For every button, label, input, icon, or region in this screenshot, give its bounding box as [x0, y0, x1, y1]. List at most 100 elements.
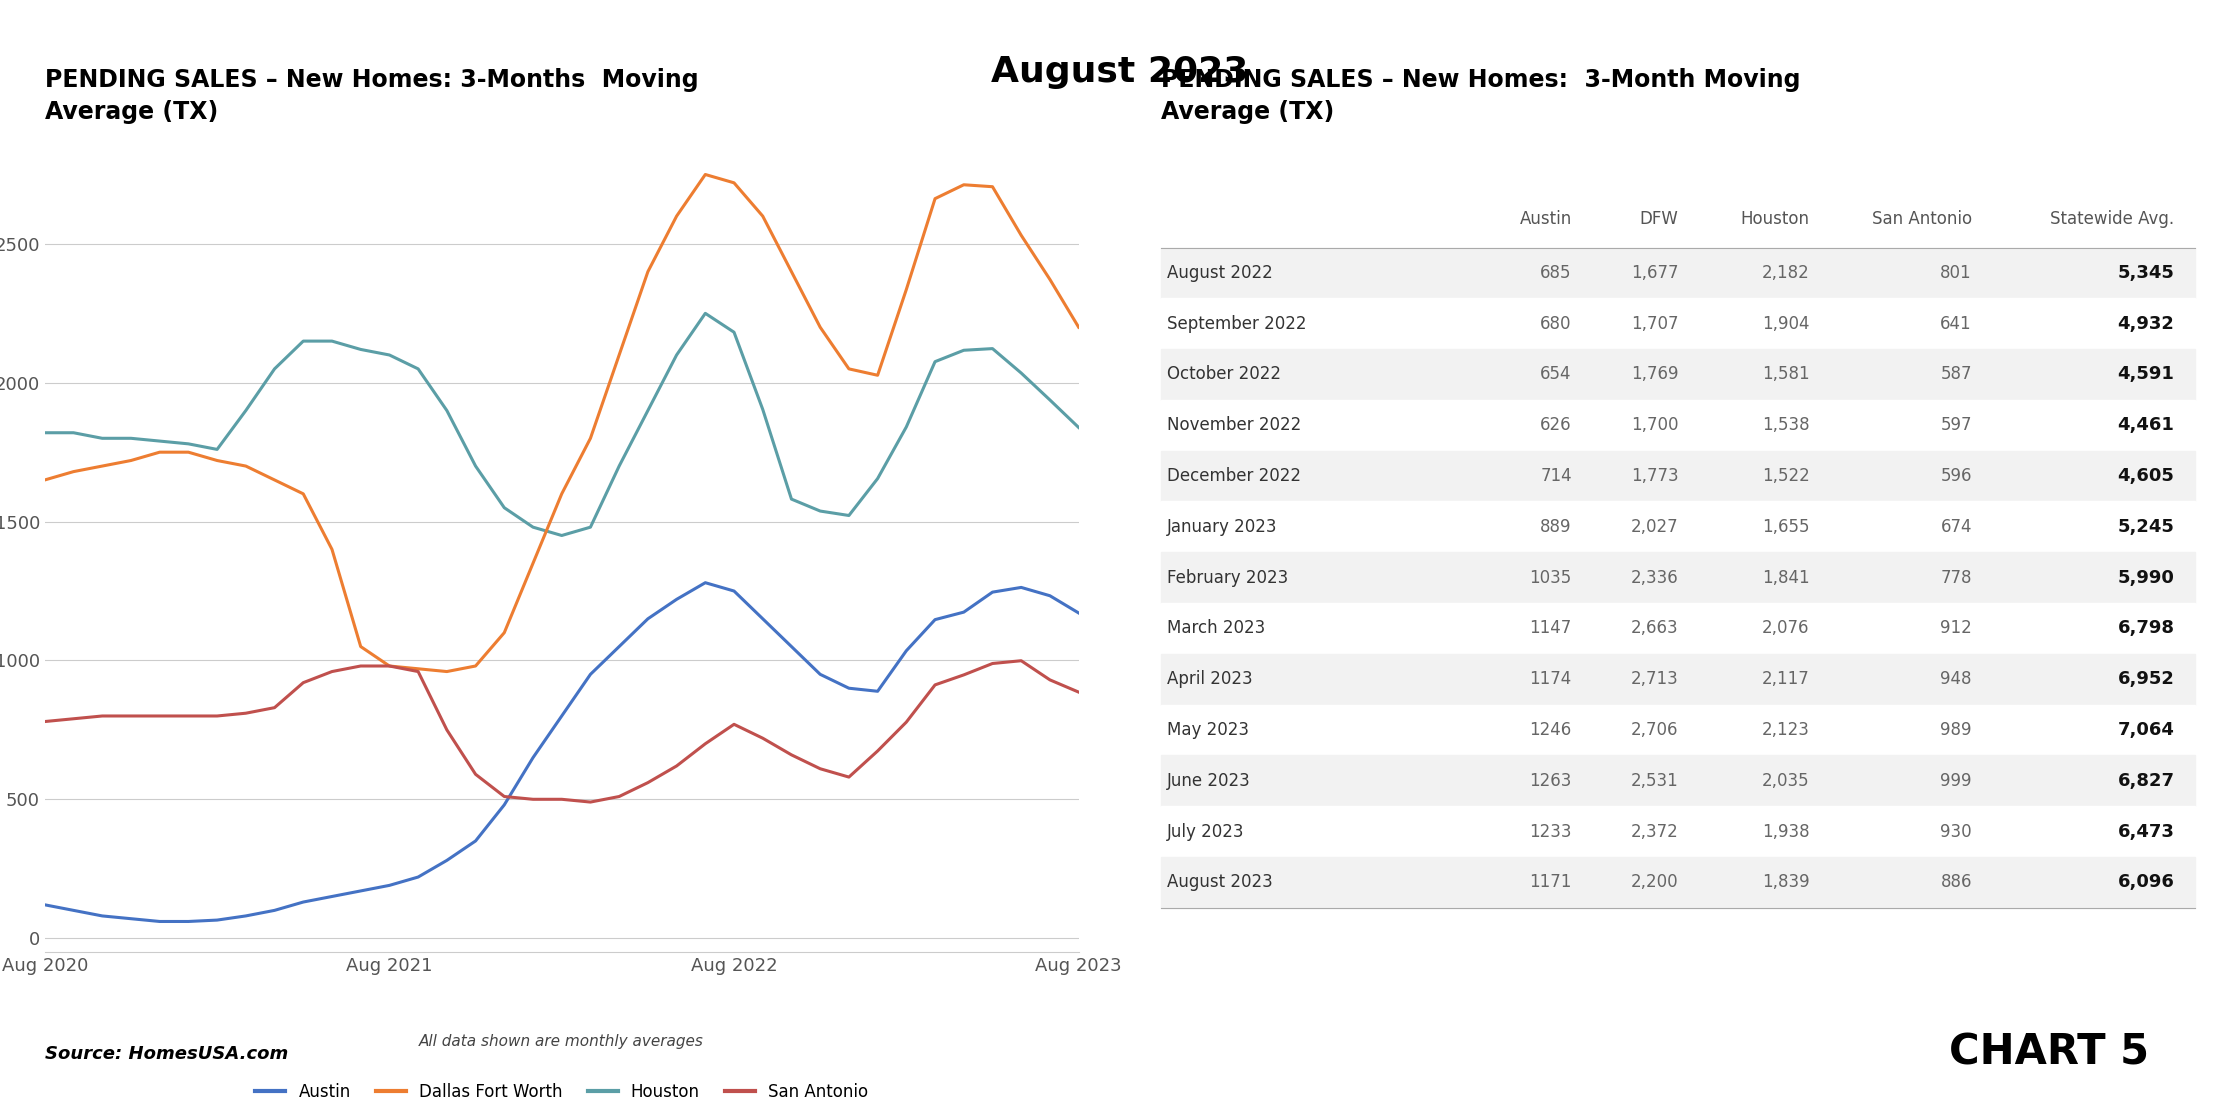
- Text: April 2023: April 2023: [1167, 670, 1252, 689]
- Text: 1,769: 1,769: [1631, 365, 1678, 383]
- FancyBboxPatch shape: [1160, 501, 2195, 552]
- Text: 1,841: 1,841: [1763, 569, 1810, 587]
- Text: 5,990: 5,990: [2117, 569, 2175, 587]
- Text: 1,839: 1,839: [1763, 873, 1810, 891]
- Text: 5,345: 5,345: [2117, 263, 2175, 282]
- Text: 1,773: 1,773: [1631, 467, 1678, 485]
- Text: PENDING SALES – New Homes:  3-Month Moving
Average (TX): PENDING SALES – New Homes: 3-Month Movin…: [1160, 69, 1801, 124]
- Text: 596: 596: [1940, 467, 1971, 485]
- Text: July 2023: July 2023: [1167, 823, 1243, 840]
- Text: 674: 674: [1940, 518, 1971, 536]
- FancyBboxPatch shape: [1160, 654, 2195, 705]
- Text: 4,461: 4,461: [2117, 416, 2175, 434]
- Text: 1,522: 1,522: [1763, 467, 1810, 485]
- FancyBboxPatch shape: [1160, 603, 2195, 654]
- Text: 1035: 1035: [1530, 569, 1572, 587]
- Text: Austin: Austin: [1519, 210, 1572, 228]
- Text: 597: 597: [1940, 416, 1971, 434]
- Text: 654: 654: [1541, 365, 1572, 383]
- Text: 2,663: 2,663: [1631, 620, 1678, 638]
- FancyBboxPatch shape: [1160, 400, 2195, 451]
- Text: 6,798: 6,798: [2117, 620, 2175, 638]
- FancyBboxPatch shape: [1160, 857, 2195, 908]
- Text: 912: 912: [1940, 620, 1971, 638]
- Text: 2,076: 2,076: [1763, 620, 1810, 638]
- Text: 1171: 1171: [1530, 873, 1572, 891]
- Text: Statewide Avg.: Statewide Avg.: [2050, 210, 2175, 228]
- Text: 1,538: 1,538: [1763, 416, 1810, 434]
- Text: 5,245: 5,245: [2117, 518, 2175, 536]
- Legend: Austin, Dallas Fort Worth, Houston, San Antonio: Austin, Dallas Fort Worth, Houston, San …: [249, 1076, 876, 1107]
- Text: November 2022: November 2022: [1167, 416, 1301, 434]
- Text: 2,336: 2,336: [1631, 569, 1678, 587]
- Text: All data shown are monthly averages: All data shown are monthly averages: [419, 1034, 703, 1049]
- Text: January 2023: January 2023: [1167, 518, 1277, 536]
- Text: 714: 714: [1541, 467, 1572, 485]
- FancyBboxPatch shape: [1160, 806, 2195, 857]
- Text: 948: 948: [1940, 670, 1971, 689]
- FancyBboxPatch shape: [1160, 552, 2195, 603]
- Text: San Antonio: San Antonio: [1873, 210, 1971, 228]
- Text: 1147: 1147: [1530, 620, 1572, 638]
- Text: 1246: 1246: [1530, 721, 1572, 739]
- Text: 6,096: 6,096: [2117, 873, 2175, 891]
- Text: DFW: DFW: [1640, 210, 1678, 228]
- FancyBboxPatch shape: [1160, 248, 2195, 298]
- Text: 1,677: 1,677: [1631, 263, 1678, 282]
- Text: 587: 587: [1940, 365, 1971, 383]
- Text: October 2022: October 2022: [1167, 365, 1281, 383]
- Text: 889: 889: [1541, 518, 1572, 536]
- FancyBboxPatch shape: [1160, 451, 2195, 501]
- Text: 7,064: 7,064: [2117, 721, 2175, 739]
- Text: Houston: Houston: [1740, 210, 1810, 228]
- Text: 4,605: 4,605: [2117, 467, 2175, 485]
- Text: 778: 778: [1940, 569, 1971, 587]
- Text: 2,372: 2,372: [1631, 823, 1678, 840]
- Text: CHART 5: CHART 5: [1949, 1032, 2148, 1074]
- Text: 2,123: 2,123: [1761, 721, 1810, 739]
- FancyBboxPatch shape: [1160, 349, 2195, 400]
- Text: May 2023: May 2023: [1167, 721, 1248, 739]
- Text: 626: 626: [1541, 416, 1572, 434]
- Text: 1,700: 1,700: [1631, 416, 1678, 434]
- FancyBboxPatch shape: [1160, 298, 2195, 349]
- Text: August 2023: August 2023: [1167, 873, 1272, 891]
- Text: 2,200: 2,200: [1631, 873, 1678, 891]
- Text: 2,706: 2,706: [1631, 721, 1678, 739]
- Text: 989: 989: [1940, 721, 1971, 739]
- Text: 2,531: 2,531: [1631, 772, 1678, 789]
- Text: 4,932: 4,932: [2117, 314, 2175, 333]
- Text: PENDING SALES – New Homes: 3-Months  Moving
Average (TX): PENDING SALES – New Homes: 3-Months Movi…: [45, 69, 699, 124]
- Text: 1,904: 1,904: [1763, 314, 1810, 333]
- Text: 1,938: 1,938: [1763, 823, 1810, 840]
- Text: 685: 685: [1541, 263, 1572, 282]
- Text: 6,827: 6,827: [2117, 772, 2175, 789]
- Text: 2,117: 2,117: [1763, 670, 1810, 689]
- Text: February 2023: February 2023: [1167, 569, 1288, 587]
- Text: 680: 680: [1541, 314, 1572, 333]
- Text: 1,655: 1,655: [1763, 518, 1810, 536]
- Text: 999: 999: [1940, 772, 1971, 789]
- Text: August 2022: August 2022: [1167, 263, 1272, 282]
- Text: June 2023: June 2023: [1167, 772, 1250, 789]
- Text: 4,591: 4,591: [2117, 365, 2175, 383]
- Text: 1174: 1174: [1530, 670, 1572, 689]
- Text: December 2022: December 2022: [1167, 467, 1301, 485]
- Text: 6,473: 6,473: [2117, 823, 2175, 840]
- Text: Source: HomesUSA.com: Source: HomesUSA.com: [45, 1045, 289, 1063]
- Text: 801: 801: [1940, 263, 1971, 282]
- FancyBboxPatch shape: [1160, 705, 2195, 755]
- Text: 1,707: 1,707: [1631, 314, 1678, 333]
- Text: September 2022: September 2022: [1167, 314, 1306, 333]
- Text: 886: 886: [1940, 873, 1971, 891]
- Text: March 2023: March 2023: [1167, 620, 1266, 638]
- Text: 930: 930: [1940, 823, 1971, 840]
- Text: 1233: 1233: [1530, 823, 1572, 840]
- Text: 6,952: 6,952: [2117, 670, 2175, 689]
- Text: 1,581: 1,581: [1763, 365, 1810, 383]
- Text: 641: 641: [1940, 314, 1971, 333]
- Text: 1263: 1263: [1530, 772, 1572, 789]
- Text: 2,027: 2,027: [1631, 518, 1678, 536]
- Text: 2,713: 2,713: [1631, 670, 1678, 689]
- Text: August 2023: August 2023: [992, 55, 1248, 90]
